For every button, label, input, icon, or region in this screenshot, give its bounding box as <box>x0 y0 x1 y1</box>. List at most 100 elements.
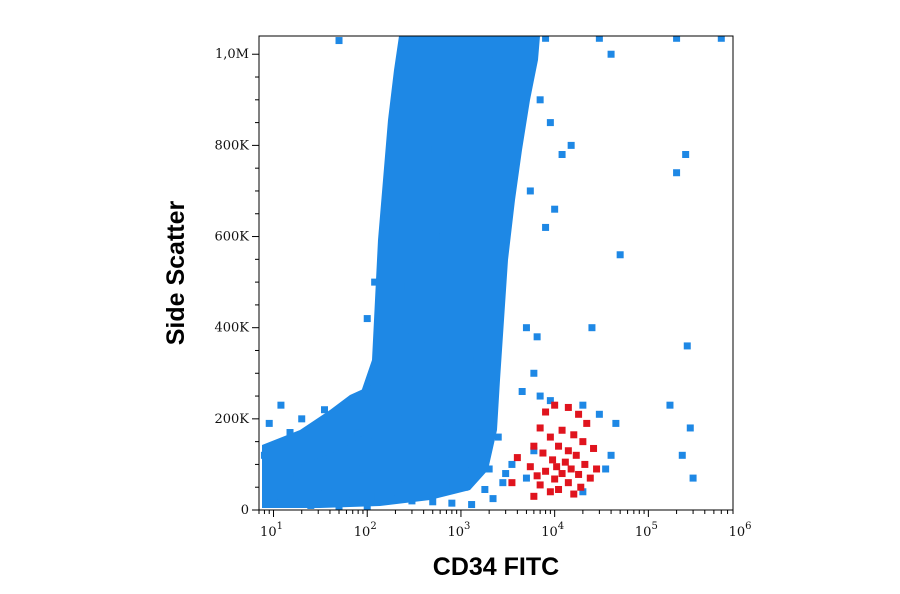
event-point <box>595 36 603 42</box>
y-axis: 0 200K 400K 600K 800K 1,0M <box>214 47 259 518</box>
event-point <box>481 397 489 405</box>
x-tick-label: 104 <box>541 521 564 540</box>
event-point <box>399 242 407 250</box>
event-point <box>717 36 725 42</box>
x-axis: 101 102 103 104 105 106 <box>258 510 752 540</box>
event-point <box>602 465 610 473</box>
low-scatter-density <box>262 385 372 470</box>
event-point <box>415 296 423 304</box>
gated-event-point <box>555 442 563 450</box>
gated-event-point <box>570 431 578 439</box>
event-point <box>686 424 694 432</box>
event-point <box>439 388 447 395</box>
event-point <box>442 160 450 168</box>
event-point <box>448 456 456 464</box>
gated-event-point <box>526 463 534 471</box>
gated-event-point <box>555 485 563 493</box>
event-point <box>298 415 306 423</box>
event-point <box>391 360 399 368</box>
gated-event-point <box>577 483 585 491</box>
event-point <box>286 470 294 478</box>
gated-event-point <box>564 447 572 455</box>
gated-event-point <box>567 465 575 473</box>
gated-event-point <box>575 410 583 418</box>
gated-event-point <box>536 424 544 432</box>
event-point <box>433 305 441 313</box>
gated-event-point <box>536 481 544 489</box>
gated-event-point <box>530 442 538 450</box>
event-point <box>380 233 388 241</box>
event-point <box>607 50 615 58</box>
event-point <box>307 501 315 509</box>
event-point <box>354 429 362 437</box>
event-point <box>418 187 426 195</box>
event-point <box>387 495 395 503</box>
event-point <box>673 169 681 177</box>
event-point <box>430 196 438 204</box>
event-point <box>442 481 450 489</box>
event-point <box>612 419 620 427</box>
gated-event-point <box>551 475 559 483</box>
event-point <box>485 50 493 58</box>
event-point <box>455 424 463 432</box>
gated-event-point <box>542 467 550 475</box>
event-point <box>321 406 329 414</box>
event-point <box>682 151 690 158</box>
gated-event-point <box>508 479 516 487</box>
y-tick-label: 600K <box>214 230 249 245</box>
points-layer <box>260 36 725 510</box>
event-point <box>420 59 428 67</box>
event-point <box>499 479 507 487</box>
y-tick-label: 0 <box>241 503 249 518</box>
event-point <box>461 392 469 400</box>
event-point <box>526 187 534 195</box>
y-tick-label: 1,0M <box>215 47 249 62</box>
event-point <box>579 401 587 409</box>
event-point <box>265 419 273 427</box>
gated-event-point <box>586 474 594 482</box>
event-point <box>420 479 428 487</box>
event-point <box>502 470 510 478</box>
event-point <box>424 342 432 350</box>
gated-event-point <box>551 401 559 409</box>
event-point <box>522 324 530 332</box>
event-point <box>666 401 674 409</box>
event-point <box>689 474 697 482</box>
event-point <box>464 315 472 323</box>
event-point <box>427 269 435 277</box>
y-tick-label: 400K <box>214 321 249 336</box>
event-point <box>405 169 413 177</box>
event-point <box>481 485 489 493</box>
event-point <box>595 410 603 418</box>
event-point <box>673 36 681 42</box>
event-point <box>533 333 541 341</box>
gated-event-point <box>539 449 547 457</box>
gated-event-point <box>572 451 580 459</box>
event-point <box>342 460 350 468</box>
gated-event-point <box>558 426 566 434</box>
event-point <box>436 419 444 427</box>
event-point <box>439 233 447 241</box>
event-point <box>546 397 554 405</box>
event-point <box>380 401 388 409</box>
gated-event-point <box>558 470 566 478</box>
event-point <box>513 37 521 45</box>
plot-frame <box>258 35 734 511</box>
event-point <box>542 36 550 42</box>
event-point <box>401 474 409 482</box>
event-point <box>468 501 476 509</box>
event-point <box>489 495 497 503</box>
event-point <box>395 324 403 332</box>
gated-event-point <box>549 456 557 464</box>
event-point <box>408 497 416 505</box>
event-point <box>442 351 450 359</box>
event-point <box>367 492 375 500</box>
event-point <box>371 278 379 286</box>
event-point <box>522 474 530 482</box>
event-point <box>359 465 367 473</box>
gated-event-point <box>581 460 589 468</box>
event-point <box>424 146 432 154</box>
event-point <box>401 408 409 416</box>
main-population-density <box>262 36 540 508</box>
